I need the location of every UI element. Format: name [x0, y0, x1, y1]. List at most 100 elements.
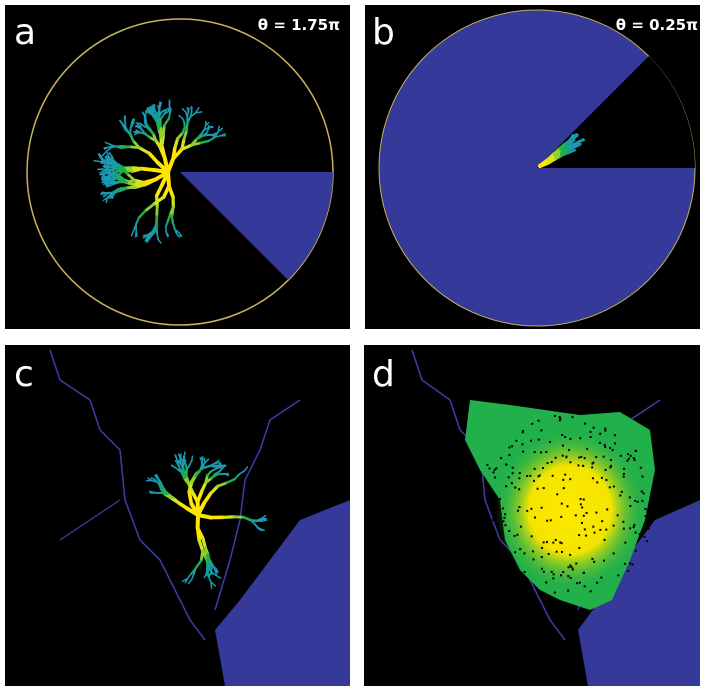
pore: [529, 475, 531, 477]
branch: [104, 147, 109, 148]
pore: [637, 501, 639, 503]
pore: [647, 510, 649, 512]
pore: [486, 464, 488, 466]
panel-label: a: [14, 12, 36, 53]
pore: [499, 498, 501, 500]
pore: [512, 472, 514, 474]
pore: [497, 523, 499, 525]
branch: [201, 551, 202, 561]
pore: [538, 439, 540, 441]
pore: [523, 552, 525, 554]
pore: [623, 468, 625, 470]
pore: [546, 520, 548, 522]
pore: [609, 466, 611, 468]
pore: [560, 516, 562, 518]
branch: [94, 161, 100, 162]
branch: [189, 492, 191, 504]
pore: [500, 457, 502, 459]
pore: [610, 459, 612, 461]
panel-label: b: [372, 12, 395, 53]
pore: [516, 534, 518, 536]
branch: [223, 517, 234, 518]
pore: [614, 434, 616, 436]
pore: [508, 560, 510, 562]
pore: [567, 590, 569, 592]
pore: [540, 451, 542, 453]
pore: [613, 552, 615, 554]
pore: [592, 462, 594, 464]
pore: [595, 456, 597, 458]
pore: [502, 507, 504, 509]
pore: [514, 535, 516, 537]
pore: [584, 528, 586, 530]
pore: [530, 440, 532, 442]
pore: [552, 475, 554, 477]
pore: [504, 524, 506, 526]
pore: [604, 428, 606, 430]
pore: [569, 461, 571, 463]
pore: [575, 563, 577, 565]
pore: [643, 492, 645, 494]
pore: [645, 515, 647, 517]
pore: [496, 508, 498, 510]
pore: [593, 561, 595, 563]
branch: [109, 146, 114, 147]
pore: [515, 440, 517, 442]
branch: [188, 108, 189, 112]
pore: [647, 514, 649, 516]
pore: [499, 566, 501, 568]
pore: [629, 505, 631, 507]
panel-label: d: [372, 354, 395, 395]
pore: [569, 478, 571, 480]
pore: [549, 441, 551, 443]
pore: [623, 528, 625, 530]
pore: [623, 473, 625, 475]
pore: [552, 577, 554, 579]
pore: [556, 493, 558, 495]
branch: [218, 126, 219, 131]
branch: [184, 460, 185, 463]
pore: [488, 520, 490, 522]
pore: [505, 464, 507, 466]
pore: [538, 420, 540, 422]
pore: [514, 551, 516, 553]
pore: [562, 571, 564, 573]
pore: [609, 486, 611, 488]
pore: [526, 475, 528, 477]
page: a θ = 1.75π b θ = 0.25π c d (() => { con…: [0, 0, 704, 691]
pore: [644, 508, 646, 510]
figure: a θ = 1.75π b θ = 0.25π c d: [0, 0, 704, 691]
pore: [590, 431, 592, 433]
pore: [565, 456, 567, 458]
pore: [579, 582, 581, 584]
pore: [629, 527, 631, 529]
pore: [548, 553, 550, 555]
pore: [620, 455, 622, 457]
pore: [633, 526, 635, 528]
pore: [584, 457, 586, 459]
pore: [586, 448, 588, 450]
panel-label: c: [14, 354, 34, 395]
pore: [518, 575, 520, 577]
pore: [556, 551, 558, 553]
pore: [632, 563, 634, 565]
pore: [578, 457, 580, 459]
pore: [623, 476, 625, 478]
pore: [478, 516, 480, 518]
pore: [542, 467, 544, 469]
pore: [641, 490, 643, 492]
angle-annotation: θ = 1.75π: [258, 16, 340, 34]
pore: [508, 563, 510, 565]
pore: [606, 508, 608, 510]
pore: [633, 524, 635, 526]
pore: [522, 451, 524, 453]
pore: [604, 444, 606, 446]
pore: [584, 423, 586, 425]
pore: [509, 454, 511, 456]
pore: [605, 479, 607, 481]
branch: [173, 148, 175, 159]
pore: [641, 476, 643, 478]
pore: [494, 476, 496, 478]
pore: [635, 531, 637, 533]
pore: [580, 503, 582, 505]
